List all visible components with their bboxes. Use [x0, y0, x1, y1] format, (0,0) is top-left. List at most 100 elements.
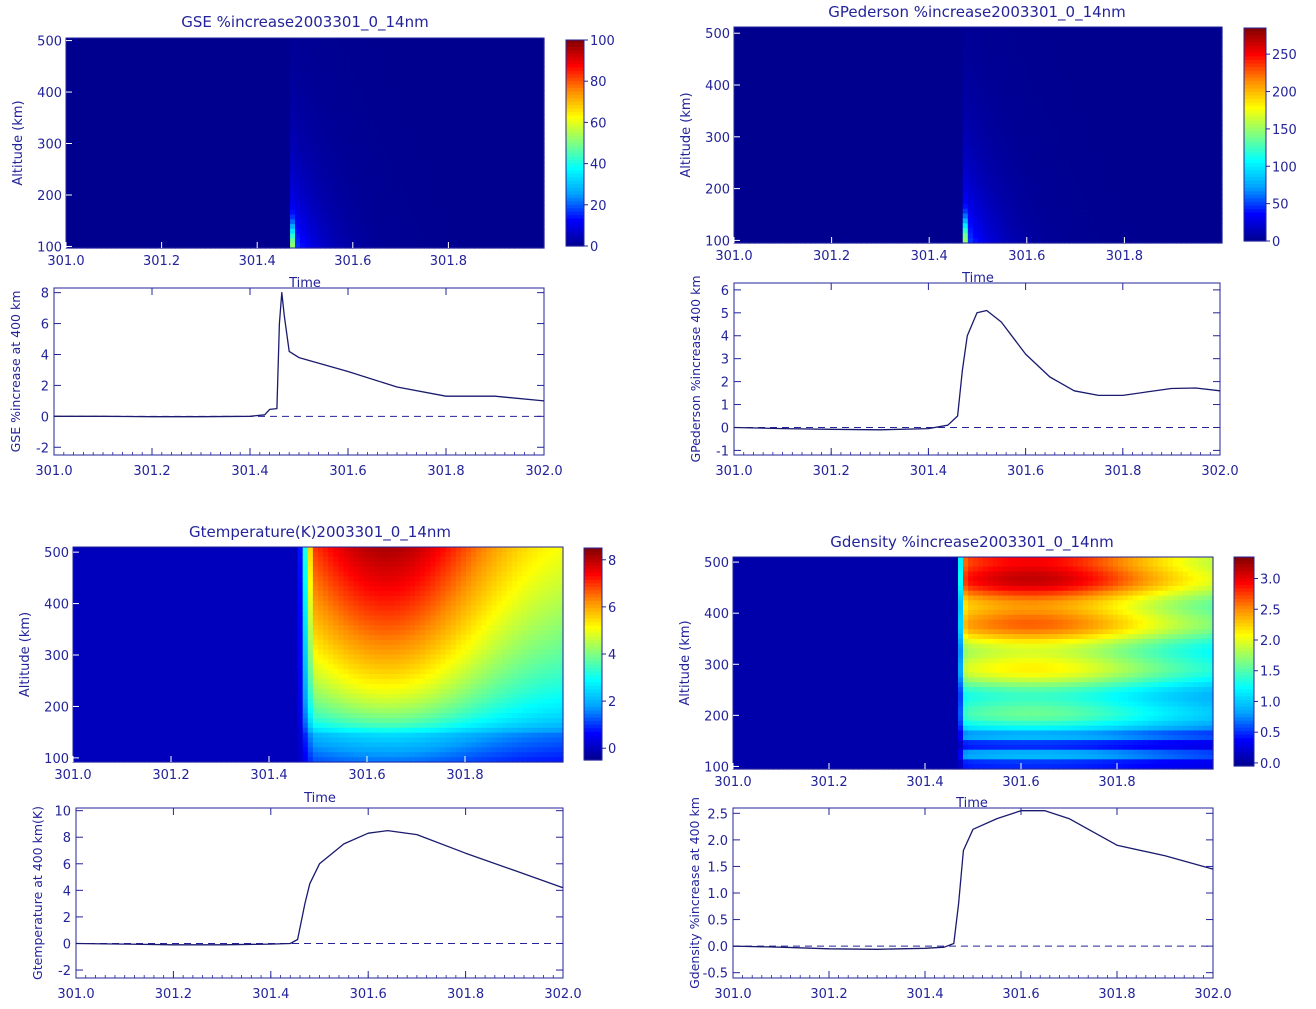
- heatmap-cell: [795, 85, 801, 92]
- heatmap-cell: [319, 95, 326, 101]
- heatmap-cell: [464, 80, 470, 87]
- heatmap-cell: [414, 157, 421, 163]
- heatmap-cell: [66, 76, 72, 82]
- heatmap-cell: [399, 61, 406, 68]
- heatmap-cell: [135, 181, 142, 187]
- heatmap-cell: [115, 162, 122, 168]
- heatmap-cell: [250, 176, 256, 182]
- heatmap-cell: [195, 147, 202, 154]
- heatmap-cell: [75, 119, 82, 125]
- heatmap-cell: [434, 238, 441, 244]
- heatmap-cell: [424, 128, 431, 135]
- heatmap-cell: [220, 138, 226, 144]
- heatmap-cell: [180, 228, 187, 235]
- heatmap-cell: [774, 223, 781, 229]
- heatmap-cell: [389, 162, 396, 168]
- heatmap-cell: [464, 224, 470, 230]
- heatmap-cell: [175, 200, 182, 206]
- heatmap-cell: [255, 95, 261, 101]
- heatmap-cell: [220, 66, 226, 73]
- heatmap-cell: [394, 147, 401, 154]
- heatmap-cell: [769, 135, 776, 141]
- heatmap-cell: [160, 166, 167, 173]
- heatmap-cell: [369, 133, 376, 139]
- heatmap-cell: [519, 42, 525, 49]
- heatmap-cell: [474, 47, 480, 53]
- heatmap-cell: [424, 143, 431, 149]
- heatmap-cell: [90, 152, 97, 158]
- heatmap-cell: [429, 143, 436, 149]
- heatmap-cell: [165, 143, 172, 149]
- heatmap-cell: [494, 114, 500, 120]
- heatmap-cell: [394, 195, 401, 201]
- heatmap-cell: [245, 166, 251, 173]
- heatmap-cell: [165, 109, 172, 115]
- heatmap-cell: [374, 47, 381, 53]
- heatmap-cell: [180, 114, 187, 120]
- heatmap-cell: [135, 80, 142, 87]
- heatmap-cell: [364, 76, 371, 82]
- heatmap-cell: [135, 243, 142, 249]
- heatmap-cell: [389, 80, 396, 87]
- heatmap-cell: [95, 71, 102, 77]
- heatmap-cell: [115, 85, 122, 92]
- heatmap-cell: [80, 76, 87, 82]
- heatmap-cell: [789, 135, 796, 141]
- heatmap-cell: [499, 133, 505, 139]
- heatmap-cell: [90, 157, 97, 163]
- heatmap-cell: [344, 243, 351, 249]
- heatmap-cell: [524, 61, 530, 68]
- heatmap-cell: [190, 71, 197, 77]
- heatmap-cell: [215, 162, 221, 168]
- heatmap-cell: [369, 224, 376, 230]
- heatmap-cell: [220, 147, 226, 154]
- heatmap-cell: [449, 42, 455, 49]
- heatmap-cell: [85, 243, 92, 249]
- heatmap-cell: [130, 71, 137, 77]
- heatmap-cell: [795, 193, 801, 200]
- heatmap-cell: [160, 171, 167, 178]
- heatmap-cell: [130, 52, 137, 58]
- heatmap-cell: [290, 100, 296, 106]
- colorbar-segment: [566, 108, 584, 113]
- heatmap-cell: [160, 133, 167, 139]
- heatmap-cell: [230, 123, 236, 130]
- heatmap-cell: [309, 143, 316, 149]
- heatmap-cell: [479, 138, 485, 144]
- heatmap-cell: [180, 42, 187, 49]
- heatmap-cell: [160, 181, 167, 187]
- heatmap-cell: [424, 61, 431, 68]
- heatmap-cell: [270, 224, 276, 230]
- heatmap-cell: [444, 47, 450, 53]
- heatmap-cell: [399, 47, 406, 53]
- heatmap-cell: [514, 128, 520, 135]
- heatmap-cell: [200, 233, 207, 240]
- heatmap-cell: [509, 195, 515, 201]
- heatmap-cell: [539, 133, 545, 139]
- heatmap-cell: [489, 157, 495, 163]
- heatmap-cell: [409, 200, 416, 206]
- heatmap-cell: [290, 147, 296, 154]
- heatmap-cell: [95, 100, 102, 106]
- heatmap-cell: [225, 214, 231, 220]
- heatmap-cell: [519, 76, 525, 82]
- heatmap-cell: [419, 138, 426, 144]
- heatmap-cell: [180, 100, 187, 106]
- heatmap-cell: [784, 139, 791, 146]
- heatmap-cell: [499, 85, 505, 92]
- heatmap-cell: [339, 95, 346, 101]
- heatmap-cell: [504, 176, 510, 182]
- heatmap-cell: [479, 195, 485, 201]
- heatmap-cell: [394, 228, 401, 235]
- heatmap-cell: [329, 181, 336, 187]
- heatmap-cell: [779, 100, 786, 107]
- heatmap-cell: [70, 76, 77, 82]
- heatmap-cell: [339, 190, 346, 197]
- heatmap-cell: [754, 51, 761, 58]
- heatmap-cell: [489, 152, 495, 158]
- heatmap-cell: [225, 57, 231, 63]
- heatmap-cell: [329, 200, 336, 206]
- heatmap-cell: [205, 205, 211, 211]
- line-x-tick-label: 301.2: [133, 464, 170, 479]
- heatmap-cell: [90, 85, 97, 92]
